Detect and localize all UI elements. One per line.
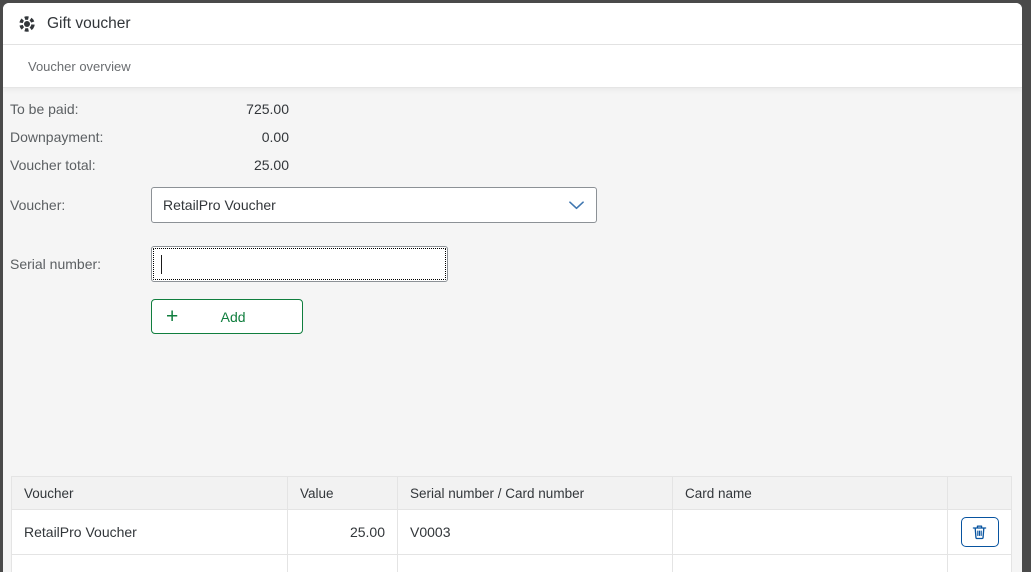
cell-value: 25.00: [288, 510, 398, 555]
add-button-label: Add: [220, 308, 246, 325]
delete-row-button[interactable]: [960, 517, 999, 547]
summary-section: To be paid: 725.00 Downpayment: 0.00 Vou…: [10, 95, 289, 179]
column-header-card-name: Card name: [673, 477, 948, 510]
subnav-bar: Voucher overview: [3, 45, 1022, 88]
text-caret: [161, 255, 163, 274]
summary-value: 0.00: [261, 129, 289, 145]
summary-label: To be paid:: [10, 101, 79, 117]
trash-icon: [972, 524, 987, 540]
summary-label: Voucher total:: [10, 157, 96, 173]
column-header-actions: [948, 477, 1011, 510]
gift-voucher-dialog: Gift voucher Voucher overview To be paid…: [3, 3, 1022, 572]
content-area: To be paid: 725.00 Downpayment: 0.00 Vou…: [3, 88, 1022, 572]
voucher-table: Voucher Value Serial number / Card numbe…: [11, 476, 1012, 572]
chevron-down-icon: [569, 200, 584, 210]
summary-row-downpayment: Downpayment: 0.00: [10, 123, 289, 151]
column-header-voucher: Voucher: [12, 477, 288, 510]
product-icon: [18, 15, 36, 33]
serial-number-input[interactable]: [151, 246, 448, 282]
cell-value: [288, 555, 398, 572]
table-row-empty: [12, 555, 1011, 572]
summary-row-to-be-paid: To be paid: 725.00: [10, 95, 289, 123]
cell-actions: [948, 510, 1011, 555]
column-header-value: Value: [288, 477, 398, 510]
table-row: RetailPro Voucher 25.00 V0003: [12, 510, 1011, 555]
tab-voucher-overview[interactable]: Voucher overview: [28, 58, 131, 74]
cell-voucher: [12, 555, 288, 572]
voucher-select-value: RetailPro Voucher: [163, 197, 276, 213]
dialog-title: Gift voucher: [47, 14, 131, 32]
voucher-select[interactable]: RetailPro Voucher: [151, 187, 597, 223]
dialog-header: Gift voucher: [3, 3, 1022, 45]
serial-number-label: Serial number:: [10, 256, 102, 272]
column-header-serial: Serial number / Card number: [398, 477, 673, 510]
cell-voucher: RetailPro Voucher: [12, 510, 288, 555]
cell-actions: [948, 555, 1011, 572]
summary-row-voucher-total: Voucher total: 25.00: [10, 151, 289, 179]
summary-value: 725.00: [246, 101, 289, 117]
cell-card-name: [673, 555, 948, 572]
voucher-select-label: Voucher:: [10, 197, 66, 213]
summary-label: Downpayment:: [10, 129, 104, 145]
add-button[interactable]: + Add: [151, 299, 303, 334]
cell-card-name: [673, 510, 948, 555]
plus-icon: +: [166, 305, 179, 328]
cell-serial: V0003: [398, 510, 673, 555]
table-header-row: Voucher Value Serial number / Card numbe…: [12, 477, 1011, 510]
cell-serial: [398, 555, 673, 572]
summary-value: 25.00: [253, 157, 289, 173]
